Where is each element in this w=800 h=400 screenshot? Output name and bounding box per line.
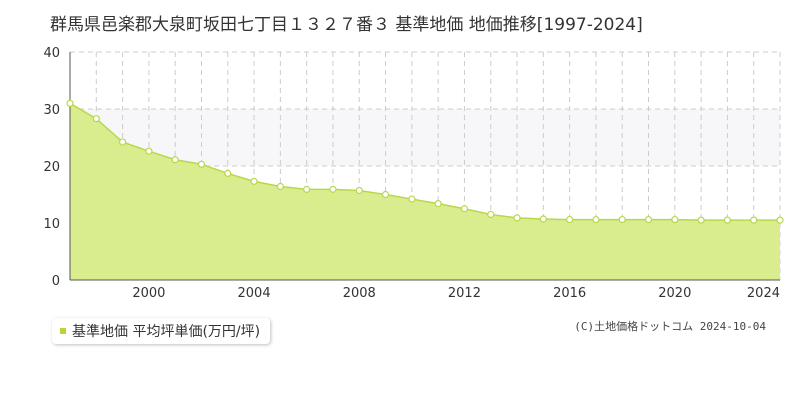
data-point (434, 200, 442, 208)
x-tick-label: 2000 (132, 286, 165, 301)
y-tick-label: 20 (43, 160, 60, 175)
data-points (66, 99, 784, 224)
plot-band (70, 109, 780, 166)
data-point (592, 215, 600, 224)
data-point (566, 215, 574, 224)
y-tick-label: 10 (43, 217, 60, 232)
tick-labels: 0 10 20 30 40 2000 2004 2008 2012 2016 2020 2024 (43, 46, 780, 301)
data-point (381, 190, 390, 199)
data-point (539, 215, 547, 223)
data-point (276, 182, 284, 191)
data-point (644, 215, 653, 224)
x-tick-label: 2008 (343, 286, 376, 301)
x-tick-label: 2012 (448, 286, 481, 301)
legend-swatch (60, 328, 66, 334)
x-tick-label: 2016 (553, 286, 586, 301)
data-point (618, 215, 626, 224)
legend: 基準地価 平均坪単価(万円/坪) (52, 318, 271, 344)
data-point (750, 216, 758, 224)
chart-title: 群馬県邑楽郡大泉町坂田七丁目１３２７番３ 基準地価 地価推移[1997-2024… (50, 15, 643, 35)
x-tick-label: 2004 (238, 286, 271, 301)
credit-text: (C)土地価格ドットコム 2024-10-04 (574, 320, 766, 333)
legend-label: 基準地価 平均坪単価(万円/坪) (72, 324, 261, 340)
data-point (66, 99, 74, 107)
x-tick-label: 2024 (747, 286, 780, 301)
data-point (145, 147, 153, 155)
data-point (250, 177, 258, 185)
y-tick-label: 30 (43, 103, 60, 118)
data-point (355, 186, 363, 195)
data-point (671, 215, 679, 224)
data-point (118, 138, 127, 146)
data-point (776, 216, 784, 224)
data-point (92, 115, 100, 123)
x-tick-label: 2020 (658, 286, 691, 301)
data-point (723, 216, 732, 224)
data-point (224, 169, 232, 178)
data-point (487, 210, 495, 219)
data-point (171, 156, 179, 164)
data-point (408, 195, 416, 203)
data-point (697, 216, 705, 224)
y-tick-label: 0 (52, 274, 60, 289)
series-line (69, 102, 780, 221)
data-point (303, 185, 311, 193)
area-fill (70, 103, 780, 280)
series-area (69, 102, 780, 280)
axes (69, 52, 780, 281)
data-point (460, 205, 469, 213)
data-point (197, 160, 206, 168)
data-point (513, 214, 521, 222)
y-tick-label: 40 (43, 46, 60, 61)
data-point (329, 185, 337, 193)
